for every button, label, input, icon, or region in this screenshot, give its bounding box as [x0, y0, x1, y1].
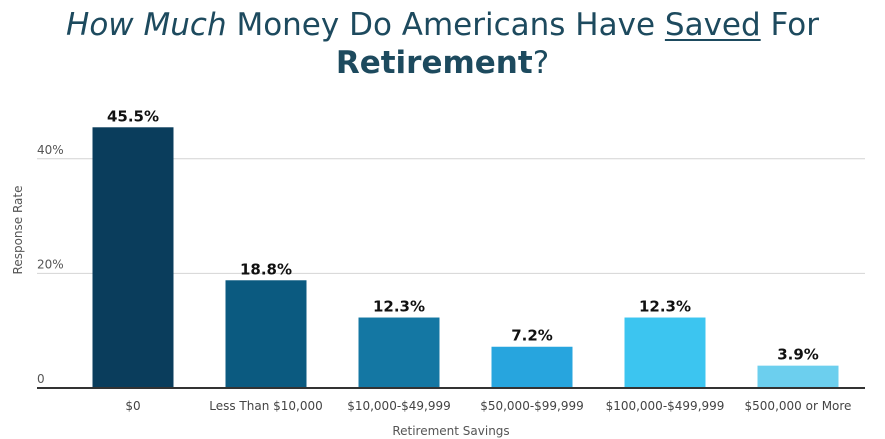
x-axis-title: Retirement Savings [392, 424, 509, 438]
title-bold-text: Retirement [335, 45, 533, 81]
y-tick-labels: 0 20% 40% [37, 143, 64, 386]
x-tick-labels: $0 Less Than $10,000 $10,000-$49,999 $50,00… [125, 399, 851, 413]
data-label-less-than-10-000: 18.8% [240, 260, 292, 278]
title-line-2: Retirement? [0, 44, 885, 82]
y-axis-title: Response Rate [11, 186, 25, 275]
title-question-mark: ? [532, 45, 550, 81]
chart-title: How Much Money Do Americans Have Saved F… [0, 6, 885, 82]
gridlines [37, 158, 865, 274]
bar-50-000-99-999 [491, 346, 573, 388]
bar-100-000-499-999 [624, 317, 706, 388]
data-label-0: 45.5% [107, 107, 159, 125]
data-labels: 45.5% 18.8% 12.3% 7.2% 12.3% 3.9% [107, 107, 819, 363]
data-label-10-000-49-999: 12.3% [373, 298, 425, 316]
bar-less-than-10-000 [225, 280, 307, 388]
y-tick-label-20: 20% [37, 257, 64, 271]
x-tick-label-50-000-99-999: $50,000-$99,999 [480, 399, 584, 413]
bar-10-000-49-999 [358, 317, 440, 388]
title-text-middle: Money Do Americans Have [226, 7, 665, 43]
y-tick-label-0: 0 [37, 372, 45, 386]
x-tick-label-10-000-49-999: $10,000-$49,999 [347, 399, 451, 413]
title-italic-text: How Much [66, 7, 227, 43]
x-tick-label-500-000-or-more: $500,000 or More [745, 399, 852, 413]
x-tick-label-less-than-10-000: Less Than $10,000 [209, 399, 323, 413]
data-label-500-000-or-more: 3.9% [777, 346, 819, 364]
bar-500-000-or-more [757, 365, 839, 388]
title-text-end: For [760, 7, 819, 43]
title-line-1: How Much Money Do Americans Have Saved F… [0, 6, 885, 44]
data-label-100-000-499-999: 12.3% [639, 298, 691, 316]
bars [92, 127, 839, 388]
title-underlined-text: Saved [664, 7, 761, 43]
bar-0 [92, 127, 174, 388]
x-tick-label-100-000-499-999: $100,000-$499,999 [606, 399, 725, 413]
data-label-50-000-99-999: 7.2% [511, 327, 553, 345]
y-tick-label-40: 40% [37, 143, 64, 157]
x-tick-label-0: $0 [125, 399, 140, 413]
